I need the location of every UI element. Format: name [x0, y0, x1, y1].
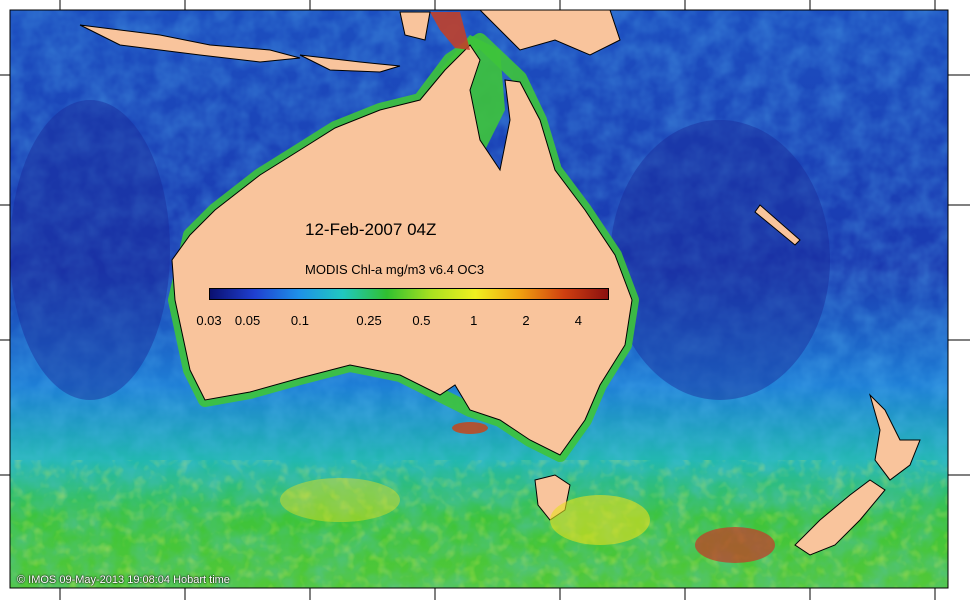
colorbar-tick-1: 0.05 — [234, 313, 261, 328]
colorbar-tick-6: 2 — [522, 313, 530, 328]
colorbar — [209, 288, 609, 300]
colorbar-title: MODIS Chl-a mg/m3 v6.4 OC3 — [305, 262, 485, 277]
credit-text: © IMOS 09-May-2013 19:08:04 Hobart time — [17, 574, 230, 586]
colorbar-tick-3: 0.25 — [356, 313, 382, 328]
colorbar-tick-4: 0.5 — [412, 313, 431, 328]
new-zealand-south — [794, 479, 886, 556]
colorbar-tick-2: 0.1 — [290, 313, 309, 328]
date-label: 12-Feb-2007 04Z — [305, 220, 437, 239]
colorbar-tick-5: 1 — [470, 313, 478, 328]
new-zealand-north — [868, 393, 921, 481]
southern-bloom — [10, 460, 948, 588]
australia-land — [171, 44, 633, 456]
colorbar-tick-7: 4 — [574, 313, 582, 328]
indonesia-land — [79, 24, 301, 63]
new-caledonia-land — [754, 204, 801, 246]
new-guinea-land — [478, 9, 621, 56]
colorbar-tick-0: 0.03 — [196, 313, 222, 328]
